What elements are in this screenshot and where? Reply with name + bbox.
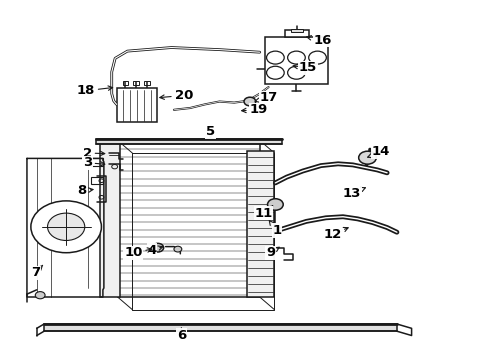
Circle shape bbox=[288, 66, 305, 79]
Bar bbox=[144, 81, 150, 85]
Text: 20: 20 bbox=[160, 89, 193, 102]
Circle shape bbox=[268, 199, 283, 210]
Circle shape bbox=[359, 151, 376, 164]
Bar bbox=[117, 88, 157, 122]
Text: 2: 2 bbox=[83, 147, 105, 159]
Text: 16: 16 bbox=[307, 34, 332, 47]
Bar bbox=[133, 81, 139, 85]
Text: 4: 4 bbox=[147, 244, 163, 257]
Bar bbox=[265, 37, 328, 84]
Text: 7: 7 bbox=[31, 265, 43, 279]
Circle shape bbox=[267, 51, 284, 64]
Bar bbox=[91, 177, 103, 184]
Text: 5: 5 bbox=[206, 125, 215, 139]
Circle shape bbox=[267, 66, 284, 79]
Circle shape bbox=[31, 201, 101, 253]
Bar bbox=[96, 139, 282, 144]
Text: 13: 13 bbox=[343, 187, 366, 200]
Text: 8: 8 bbox=[78, 184, 93, 197]
Bar bbox=[100, 140, 120, 297]
Text: 10: 10 bbox=[124, 246, 152, 259]
Text: 11: 11 bbox=[254, 206, 273, 220]
Text: 9: 9 bbox=[266, 246, 279, 259]
Bar bbox=[122, 81, 128, 85]
Bar bbox=[44, 324, 397, 331]
Circle shape bbox=[48, 213, 85, 240]
Text: 19: 19 bbox=[242, 103, 268, 116]
Circle shape bbox=[35, 292, 45, 299]
Circle shape bbox=[244, 97, 256, 106]
Text: 17: 17 bbox=[255, 91, 278, 104]
Text: 15: 15 bbox=[293, 61, 317, 74]
Circle shape bbox=[152, 243, 164, 252]
Circle shape bbox=[174, 246, 182, 252]
Bar bbox=[285, 30, 309, 37]
Text: 14: 14 bbox=[368, 145, 391, 158]
Text: 6: 6 bbox=[177, 328, 186, 342]
Circle shape bbox=[288, 51, 305, 64]
Text: 3: 3 bbox=[83, 156, 105, 169]
Bar bbox=[291, 29, 303, 32]
Text: 12: 12 bbox=[323, 228, 348, 241]
Bar bbox=[247, 151, 274, 297]
Text: 18: 18 bbox=[76, 84, 113, 97]
Text: 1: 1 bbox=[270, 221, 281, 237]
Circle shape bbox=[309, 51, 326, 64]
Bar bbox=[91, 158, 103, 166]
